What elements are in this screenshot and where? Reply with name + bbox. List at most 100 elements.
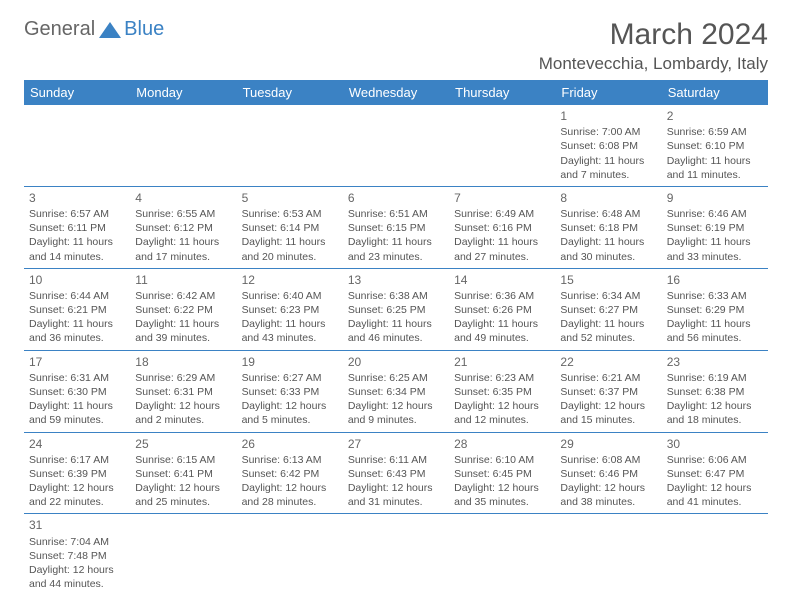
day-number: 27: [348, 436, 444, 452]
sunrise-line: Sunrise: 6:51 AM: [348, 207, 444, 221]
calendar-cell: 25Sunrise: 6:15 AMSunset: 6:41 PMDayligh…: [130, 432, 236, 514]
day-number: 22: [560, 354, 656, 370]
sunrise-line: Sunrise: 6:55 AM: [135, 207, 231, 221]
day-number: 29: [560, 436, 656, 452]
sunrise-line: Sunrise: 7:00 AM: [560, 125, 656, 139]
sunset-line: Sunset: 6:21 PM: [29, 303, 125, 317]
daylight-line: Daylight: 11 hours and 11 minutes.: [667, 154, 763, 182]
day-number: 10: [29, 272, 125, 288]
daylight-line: Daylight: 11 hours and 20 minutes.: [242, 235, 338, 263]
calendar-cell: 16Sunrise: 6:33 AMSunset: 6:29 PMDayligh…: [662, 268, 768, 350]
sunset-line: Sunset: 6:27 PM: [560, 303, 656, 317]
sunset-line: Sunset: 6:26 PM: [454, 303, 550, 317]
calendar-cell: 4Sunrise: 6:55 AMSunset: 6:12 PMDaylight…: [130, 186, 236, 268]
daylight-line: Daylight: 11 hours and 52 minutes.: [560, 317, 656, 345]
sunset-line: Sunset: 6:29 PM: [667, 303, 763, 317]
daylight-line: Daylight: 11 hours and 30 minutes.: [560, 235, 656, 263]
calendar-cell: 8Sunrise: 6:48 AMSunset: 6:18 PMDaylight…: [555, 186, 661, 268]
sunrise-line: Sunrise: 6:40 AM: [242, 289, 338, 303]
calendar-cell: 12Sunrise: 6:40 AMSunset: 6:23 PMDayligh…: [237, 268, 343, 350]
sunset-line: Sunset: 6:15 PM: [348, 221, 444, 235]
day-number: 26: [242, 436, 338, 452]
calendar-cell: 22Sunrise: 6:21 AMSunset: 6:37 PMDayligh…: [555, 350, 661, 432]
day-number: 25: [135, 436, 231, 452]
day-number: 3: [29, 190, 125, 206]
sunset-line: Sunset: 6:22 PM: [135, 303, 231, 317]
sunset-line: Sunset: 6:11 PM: [29, 221, 125, 235]
sunset-line: Sunset: 6:25 PM: [348, 303, 444, 317]
calendar-cell: 17Sunrise: 6:31 AMSunset: 6:30 PMDayligh…: [24, 350, 130, 432]
calendar-cell: 20Sunrise: 6:25 AMSunset: 6:34 PMDayligh…: [343, 350, 449, 432]
weekday-header: Sunday: [24, 80, 130, 105]
day-number: 8: [560, 190, 656, 206]
calendar-cell: 13Sunrise: 6:38 AMSunset: 6:25 PMDayligh…: [343, 268, 449, 350]
sunset-line: Sunset: 6:35 PM: [454, 385, 550, 399]
sunset-line: Sunset: 6:43 PM: [348, 467, 444, 481]
daylight-line: Daylight: 11 hours and 43 minutes.: [242, 317, 338, 345]
sunset-line: Sunset: 6:41 PM: [135, 467, 231, 481]
sunrise-line: Sunrise: 6:48 AM: [560, 207, 656, 221]
sunrise-line: Sunrise: 6:34 AM: [560, 289, 656, 303]
sunrise-line: Sunrise: 6:13 AM: [242, 453, 338, 467]
weekday-header: Wednesday: [343, 80, 449, 105]
sunrise-line: Sunrise: 6:19 AM: [667, 371, 763, 385]
logo: General Blue: [24, 18, 164, 41]
daylight-line: Daylight: 12 hours and 15 minutes.: [560, 399, 656, 427]
calendar-cell: [449, 105, 555, 186]
day-number: 7: [454, 190, 550, 206]
sunrise-line: Sunrise: 6:59 AM: [667, 125, 763, 139]
calendar-cell: 30Sunrise: 6:06 AMSunset: 6:47 PMDayligh…: [662, 432, 768, 514]
calendar-cell: [237, 514, 343, 595]
day-number: 2: [667, 108, 763, 124]
calendar-cell: [662, 514, 768, 595]
sunrise-line: Sunrise: 6:25 AM: [348, 371, 444, 385]
sunset-line: Sunset: 7:48 PM: [29, 549, 125, 563]
day-number: 14: [454, 272, 550, 288]
calendar-cell: 19Sunrise: 6:27 AMSunset: 6:33 PMDayligh…: [237, 350, 343, 432]
calendar-cell: 7Sunrise: 6:49 AMSunset: 6:16 PMDaylight…: [449, 186, 555, 268]
daylight-line: Daylight: 11 hours and 33 minutes.: [667, 235, 763, 263]
daylight-line: Daylight: 12 hours and 2 minutes.: [135, 399, 231, 427]
page-title: March 2024: [539, 18, 768, 52]
sunset-line: Sunset: 6:19 PM: [667, 221, 763, 235]
calendar-cell: 15Sunrise: 6:34 AMSunset: 6:27 PMDayligh…: [555, 268, 661, 350]
calendar-cell: [130, 105, 236, 186]
location: Montevecchia, Lombardy, Italy: [539, 54, 768, 74]
calendar-cell: [130, 514, 236, 595]
sunrise-line: Sunrise: 6:42 AM: [135, 289, 231, 303]
sunrise-line: Sunrise: 6:10 AM: [454, 453, 550, 467]
daylight-line: Daylight: 12 hours and 22 minutes.: [29, 481, 125, 509]
daylight-line: Daylight: 12 hours and 5 minutes.: [242, 399, 338, 427]
sunset-line: Sunset: 6:42 PM: [242, 467, 338, 481]
day-number: 19: [242, 354, 338, 370]
sunrise-line: Sunrise: 6:31 AM: [29, 371, 125, 385]
daylight-line: Daylight: 12 hours and 12 minutes.: [454, 399, 550, 427]
sunrise-line: Sunrise: 6:57 AM: [29, 207, 125, 221]
weekday-header: Saturday: [662, 80, 768, 105]
daylight-line: Daylight: 12 hours and 9 minutes.: [348, 399, 444, 427]
sunrise-line: Sunrise: 6:27 AM: [242, 371, 338, 385]
sunrise-line: Sunrise: 6:38 AM: [348, 289, 444, 303]
day-number: 6: [348, 190, 444, 206]
calendar-cell: [343, 514, 449, 595]
calendar-cell: 28Sunrise: 6:10 AMSunset: 6:45 PMDayligh…: [449, 432, 555, 514]
daylight-line: Daylight: 12 hours and 28 minutes.: [242, 481, 338, 509]
calendar-cell: 23Sunrise: 6:19 AMSunset: 6:38 PMDayligh…: [662, 350, 768, 432]
daylight-line: Daylight: 11 hours and 23 minutes.: [348, 235, 444, 263]
daylight-line: Daylight: 12 hours and 38 minutes.: [560, 481, 656, 509]
day-number: 16: [667, 272, 763, 288]
calendar-cell: 3Sunrise: 6:57 AMSunset: 6:11 PMDaylight…: [24, 186, 130, 268]
sunrise-line: Sunrise: 6:15 AM: [135, 453, 231, 467]
daylight-line: Daylight: 11 hours and 46 minutes.: [348, 317, 444, 345]
sunset-line: Sunset: 6:45 PM: [454, 467, 550, 481]
sunset-line: Sunset: 6:10 PM: [667, 139, 763, 153]
day-number: 17: [29, 354, 125, 370]
daylight-line: Daylight: 11 hours and 14 minutes.: [29, 235, 125, 263]
sunrise-line: Sunrise: 6:06 AM: [667, 453, 763, 467]
sunrise-line: Sunrise: 6:08 AM: [560, 453, 656, 467]
sunrise-line: Sunrise: 6:33 AM: [667, 289, 763, 303]
day-number: 5: [242, 190, 338, 206]
calendar-cell: [24, 105, 130, 186]
day-number: 9: [667, 190, 763, 206]
calendar-cell: 5Sunrise: 6:53 AMSunset: 6:14 PMDaylight…: [237, 186, 343, 268]
